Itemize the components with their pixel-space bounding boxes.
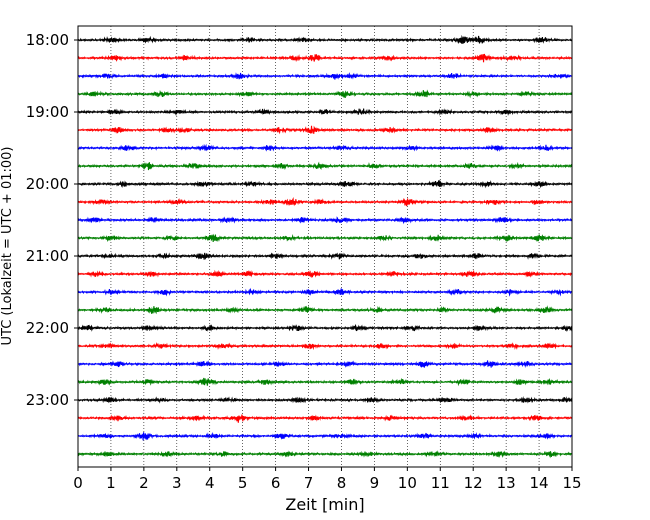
x-tick-label: 4 <box>205 474 215 492</box>
x-axis-ticks: 0 1 2 3 4 5 6 7 8 9 10 11 12 13 14 15 <box>73 467 582 492</box>
trace-line <box>77 287 573 297</box>
x-axis-label: Zeit [min] <box>285 495 364 514</box>
y-tick-label: 22:00 <box>26 319 69 337</box>
trace-line <box>77 161 573 171</box>
y-tick-label: 20:00 <box>26 175 69 193</box>
y-tick-label: 21:00 <box>26 247 69 265</box>
x-tick-label: 11 <box>431 474 450 492</box>
seismogram-traces <box>77 34 573 459</box>
trace-line <box>77 216 573 225</box>
y-tick-label: 18:00 <box>26 31 69 49</box>
x-tick-label: 8 <box>337 474 347 492</box>
trace-line <box>77 323 573 333</box>
y-tick-label: 23:00 <box>26 391 69 409</box>
trace-line <box>77 414 573 423</box>
x-tick-label: 9 <box>370 474 380 492</box>
grid-lines <box>110 26 540 467</box>
x-tick-label: 10 <box>398 474 417 492</box>
trace-line <box>77 34 573 45</box>
x-tick-label: 14 <box>530 474 549 492</box>
x-tick-label: 7 <box>304 474 314 492</box>
x-tick-label: 3 <box>172 474 182 492</box>
trace-line <box>77 179 573 189</box>
x-tick-label: 15 <box>562 474 581 492</box>
trace-line <box>77 125 573 135</box>
trace-line <box>77 89 573 99</box>
x-tick-label: 1 <box>106 474 116 492</box>
trace-line <box>77 377 573 387</box>
trace-line <box>77 431 573 441</box>
plot-frame <box>77 25 573 468</box>
trace-line <box>77 72 573 80</box>
x-tick-label: 5 <box>238 474 248 492</box>
x-tick-label: 6 <box>271 474 281 492</box>
x-tick-label: 0 <box>73 474 83 492</box>
trace-line <box>77 252 573 260</box>
x-tick-label: 2 <box>139 474 149 492</box>
trace-line <box>77 305 573 315</box>
trace-line <box>77 233 573 243</box>
trace-line <box>77 143 573 152</box>
trace-line <box>77 108 573 117</box>
y-tick-label: 19:00 <box>26 103 69 121</box>
trace-line <box>77 269 573 278</box>
trace-line <box>77 341 573 351</box>
x-tick-label: 13 <box>497 474 516 492</box>
trace-line <box>77 396 573 404</box>
trace-line <box>77 53 573 63</box>
trace-line <box>77 360 573 368</box>
x-tick-label: 12 <box>464 474 483 492</box>
trace-line <box>77 450 573 459</box>
y-axis-label: UTC (Lokalzeit = UTC + 01:00) <box>0 147 15 346</box>
y-axis-ticks: 18:00 19:00 20:00 21:00 22:00 23:00 <box>26 31 78 409</box>
trace-line <box>77 197 573 207</box>
